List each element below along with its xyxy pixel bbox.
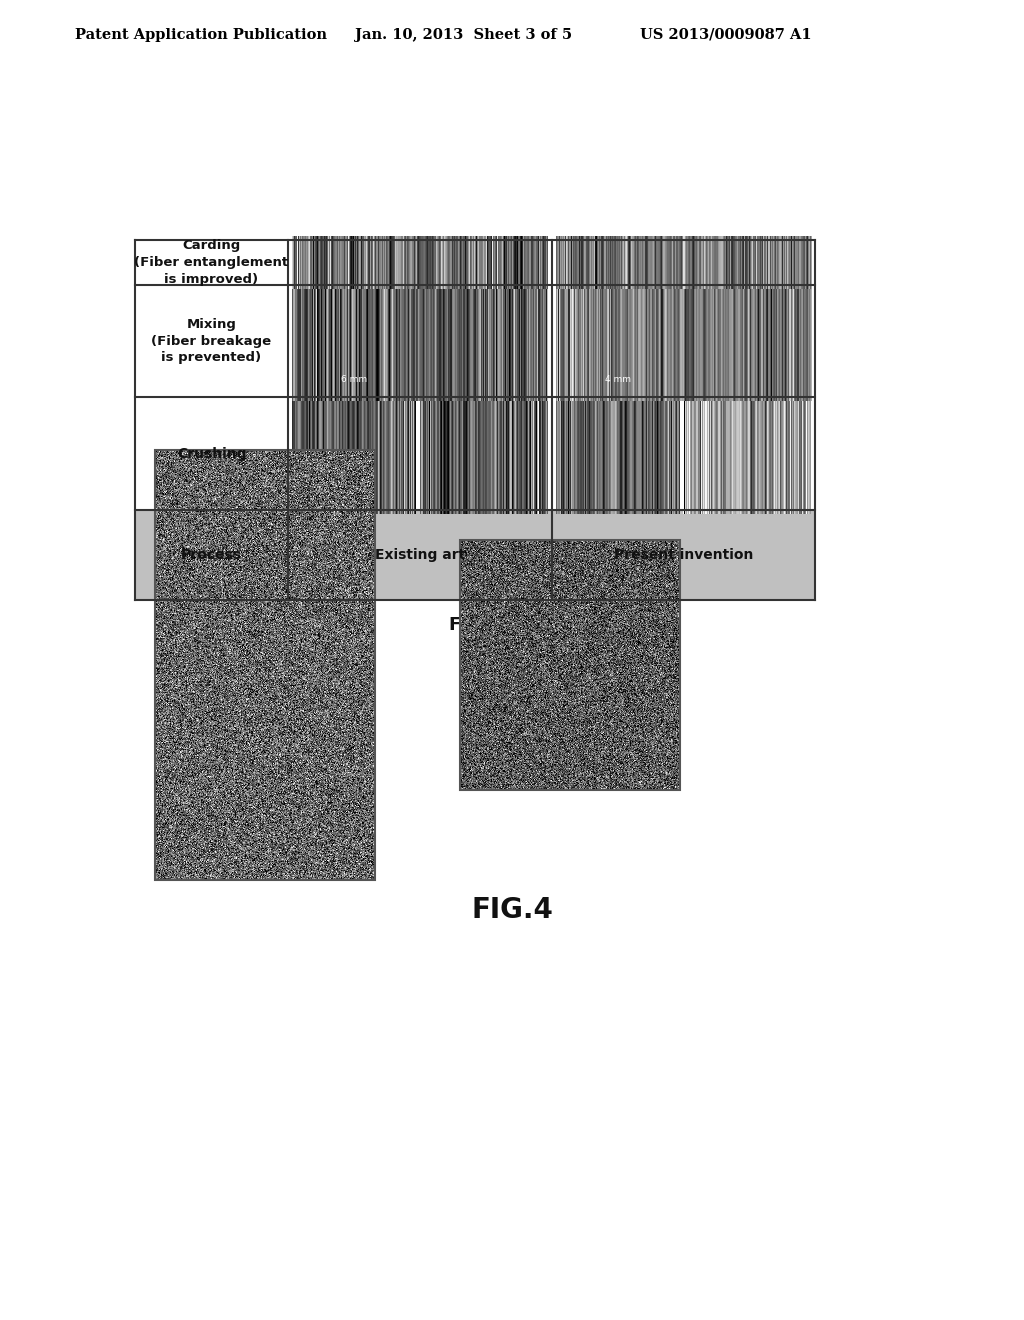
Bar: [460, 540, 680, 789]
Text: Present invention: Present invention: [613, 548, 753, 562]
Bar: [155, 450, 375, 880]
Text: 4 mm: 4 mm: [604, 375, 631, 384]
Text: Mixing
(Fiber breakage
is prevented): Mixing (Fiber breakage is prevented): [152, 318, 271, 364]
Text: Carding
(Fiber entanglement
is improved): Carding (Fiber entanglement is improved): [134, 239, 289, 285]
Text: US 2013/0009087 A1: US 2013/0009087 A1: [640, 28, 812, 42]
Text: FIG.3: FIG.3: [449, 616, 502, 634]
Text: Existing art: Existing art: [375, 548, 465, 562]
Text: FIG.4: FIG.4: [471, 896, 553, 924]
Bar: [135, 240, 815, 601]
Bar: [135, 510, 815, 601]
Text: Patent Application Publication: Patent Application Publication: [75, 28, 327, 42]
Text: Process: Process: [181, 548, 242, 562]
Text: 6 mm: 6 mm: [341, 375, 367, 384]
Text: Crushing: Crushing: [177, 446, 246, 461]
Text: Jan. 10, 2013  Sheet 3 of 5: Jan. 10, 2013 Sheet 3 of 5: [355, 28, 572, 42]
